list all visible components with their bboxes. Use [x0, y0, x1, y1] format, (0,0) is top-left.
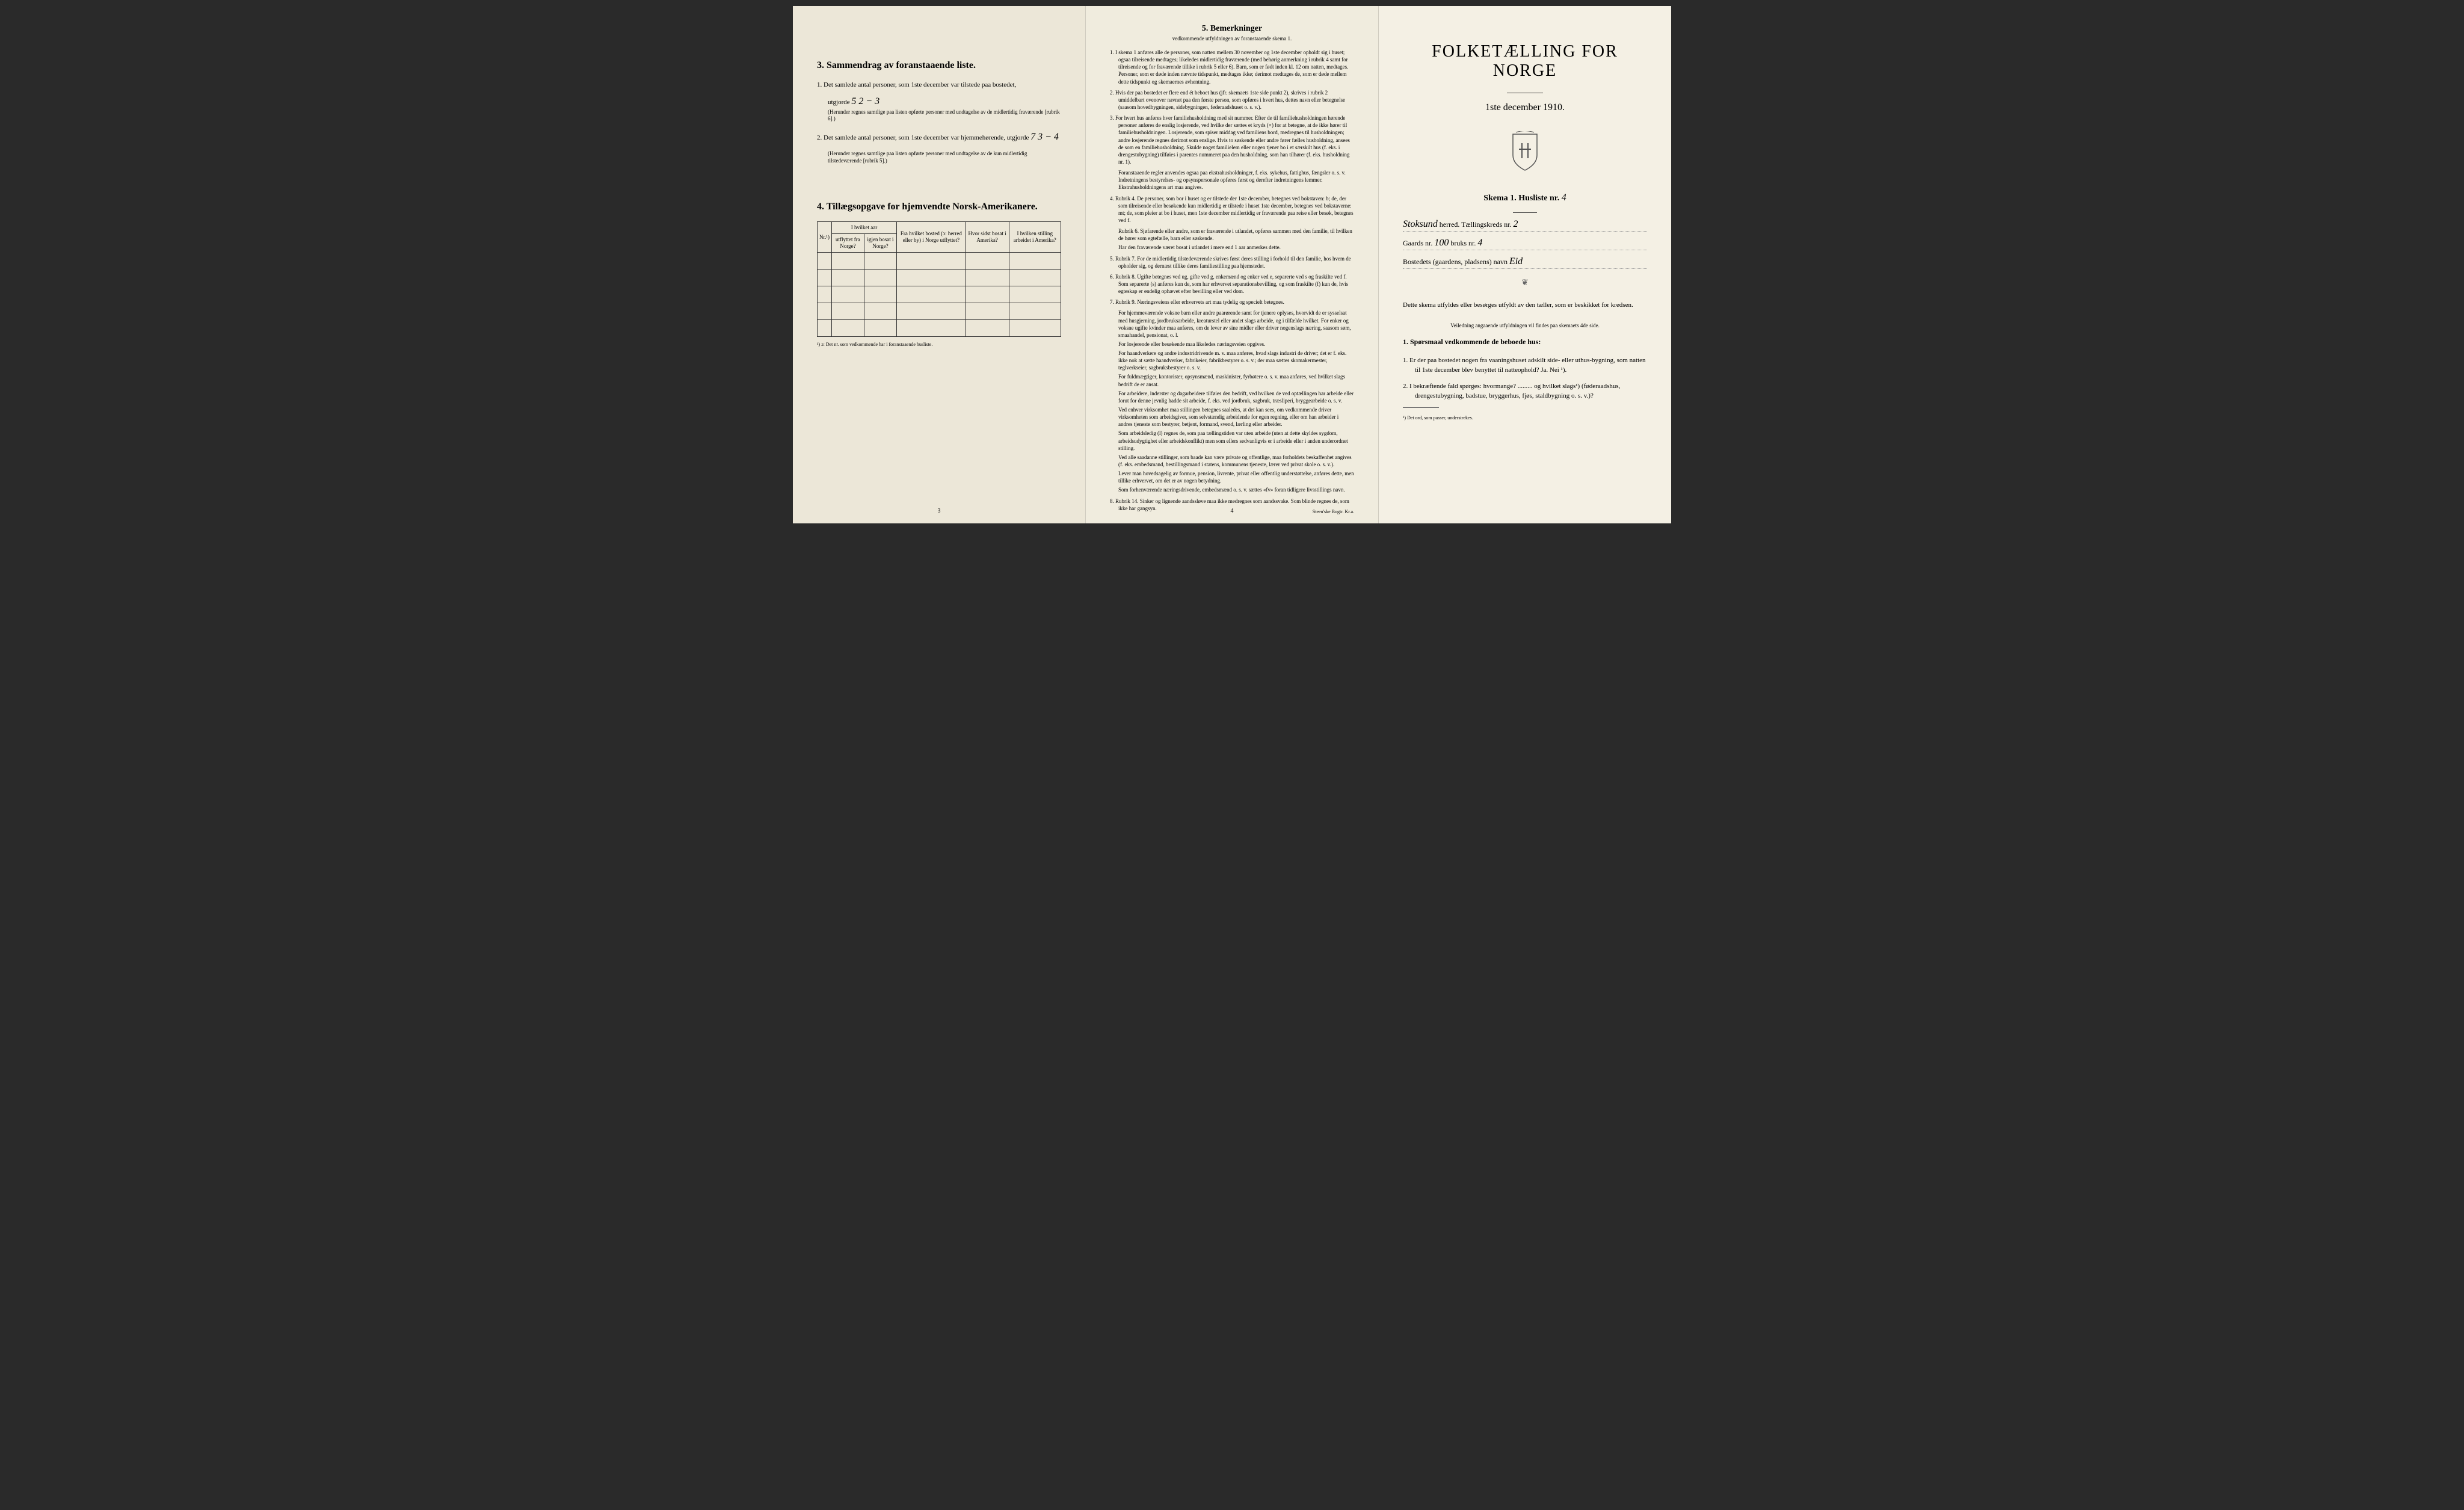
hjemmehorende-count: 7 3 − 4: [1030, 132, 1059, 142]
table-footnote: ¹) ɔ: Det nr. som vedkommende har i fora…: [817, 342, 1061, 347]
bemerkning-1: 1. I skema 1 anføres alle de personer, s…: [1110, 49, 1354, 85]
page-4: 5. Bemerkninger vedkommende utfyldningen…: [1086, 6, 1379, 523]
section-1-heading: 1. Spørsmaal vedkommende de beboede hus:: [1403, 337, 1647, 347]
bemerkning-6: 6. Rubrik 8. Ugifte betegnes ved ug, gif…: [1110, 273, 1354, 295]
section-5-subtitle: vedkommende utfyldningen av foranstaaend…: [1110, 35, 1354, 42]
bemerkning-7: 7. Rubrik 9. Næringsveiens eller erhverv…: [1110, 298, 1354, 306]
table-row: [818, 252, 1061, 269]
main-title: FOLKETÆLLING FOR NORGE: [1403, 42, 1647, 81]
page-number: 3: [938, 508, 941, 514]
tilstede-count: 5 2 − 3: [851, 96, 879, 106]
coat-of-arms-icon: [1403, 131, 1647, 180]
bosted-line: Bostedets (gaardens, pladsens) navn Eid: [1403, 256, 1647, 269]
item1-note: (Herunder regnes samtlige paa listen opf…: [828, 109, 1061, 123]
right-footnote: ¹) Det ord, som passer, understrekes.: [1403, 415, 1647, 421]
herred-line: Stoksund herred. Tællingskreds nr. 2: [1403, 219, 1647, 232]
item2-note: (Herunder regnes samtlige paa listen opf…: [828, 150, 1061, 164]
bemerkning-2: 2. Hvis der paa bostedet er flere end ét…: [1110, 89, 1354, 111]
section-3-title: 3. Sammendrag av foranstaaende liste.: [817, 60, 1061, 71]
section-4-title: 4. Tillægsopgave for hjemvendte Norsk-Am…: [817, 202, 1061, 212]
section-5-title: 5. Bemerkninger: [1110, 24, 1354, 34]
table-row: [818, 319, 1061, 336]
amerikanere-table: Nr.¹) I hvilket aar Fra hvilket bosted (…: [817, 221, 1061, 336]
husliste-nr: 4: [1562, 193, 1566, 203]
question-1: 1. Er der paa bostedet nogen fra vaaning…: [1403, 356, 1647, 375]
page-3: 3. Sammendrag av foranstaaende liste. 1.…: [793, 6, 1086, 523]
divider-icon: ❦: [1403, 278, 1647, 288]
census-date: 1ste december 1910.: [1403, 102, 1647, 113]
title-page: FOLKETÆLLING FOR NORGE 1ste december 191…: [1379, 6, 1671, 523]
table-row: [818, 286, 1061, 303]
question-2: 2. I bekræftende fald spørges: hvormange…: [1403, 381, 1647, 401]
skema-line: Skema 1. Husliste nr. 4: [1403, 193, 1647, 203]
bemerkning-5: 5. Rubrik 7. For de midlertidig tilstede…: [1110, 255, 1354, 270]
summary-item-1: 1. Det samlede antal personer, som 1ste …: [817, 80, 1061, 90]
guidance-note: Veiledning angaaende utfyldningen vil fi…: [1403, 322, 1647, 328]
page-number: 4: [1231, 508, 1234, 514]
gaards-line: Gaards nr. 100 bruks nr. 4: [1403, 238, 1647, 250]
bemerkning-4: 4. Rubrik 4. De personer, som bor i huse…: [1110, 195, 1354, 224]
table-row: [818, 303, 1061, 319]
filler-instruction: Dette skema utfyldes eller besørges utfy…: [1403, 300, 1647, 310]
bemerkning-3: 3. For hvert hus anføres hver familiehus…: [1110, 114, 1354, 165]
printer-credit: Steen'ske Bogtr. Kr.a.: [1313, 509, 1354, 514]
table-row: [818, 269, 1061, 286]
summary-item-2: 2. Det samlede antal personer, som 1ste …: [817, 130, 1061, 144]
